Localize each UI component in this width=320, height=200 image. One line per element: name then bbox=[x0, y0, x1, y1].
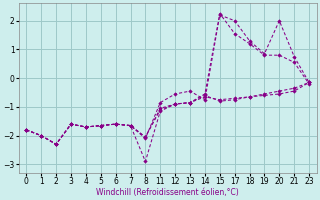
X-axis label: Windchill (Refroidissement éolien,°C): Windchill (Refroidissement éolien,°C) bbox=[96, 188, 239, 197]
